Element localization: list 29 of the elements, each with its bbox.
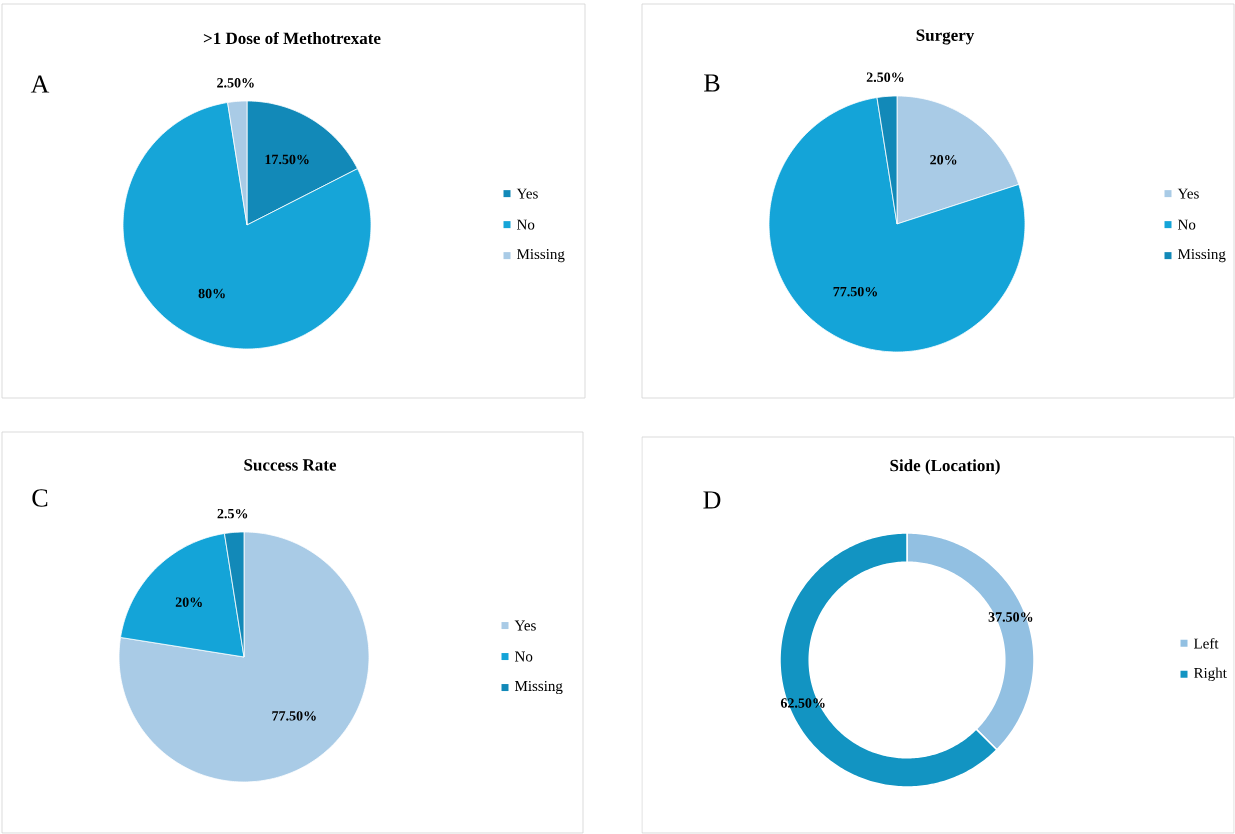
legend-label: Left	[1193, 637, 1219, 649]
data-label: 20%	[930, 155, 957, 165]
legend-label: No	[1177, 219, 1196, 230]
chart-title: Side (Location)	[890, 459, 1000, 475]
text: B	[704, 74, 720, 92]
legend-label: Yes	[514, 620, 536, 631]
data-label: 80%	[198, 288, 225, 299]
legend-label: Missing	[514, 680, 563, 695]
data-label: 2.5%	[217, 508, 248, 519]
data-label: 2.50%	[217, 78, 254, 88]
legend-label: Yes	[1177, 188, 1199, 199]
legend-label: Yes	[516, 188, 538, 199]
legend-label: Missing	[1177, 249, 1226, 263]
data-label: 77.50%	[272, 711, 316, 721]
chart-title: >1 Dose of Methotrexate	[203, 31, 381, 45]
legend-label: Right	[1193, 667, 1227, 682]
data-label: 37.50%	[988, 612, 1033, 622]
legend-label: No	[516, 219, 535, 230]
data-label: 77.50%	[833, 286, 877, 297]
text: C	[32, 489, 48, 507]
data-label: 20%	[175, 597, 202, 607]
text: D	[703, 491, 721, 509]
text: A	[30, 75, 50, 93]
legend-label: Missing	[516, 249, 565, 263]
legend-label: No	[514, 651, 533, 662]
data-label: 2.50%	[866, 72, 904, 82]
data-label: 17.50%	[265, 154, 309, 165]
chart-title: Surgery	[916, 29, 975, 45]
chart-title: Success Rate	[244, 459, 337, 471]
